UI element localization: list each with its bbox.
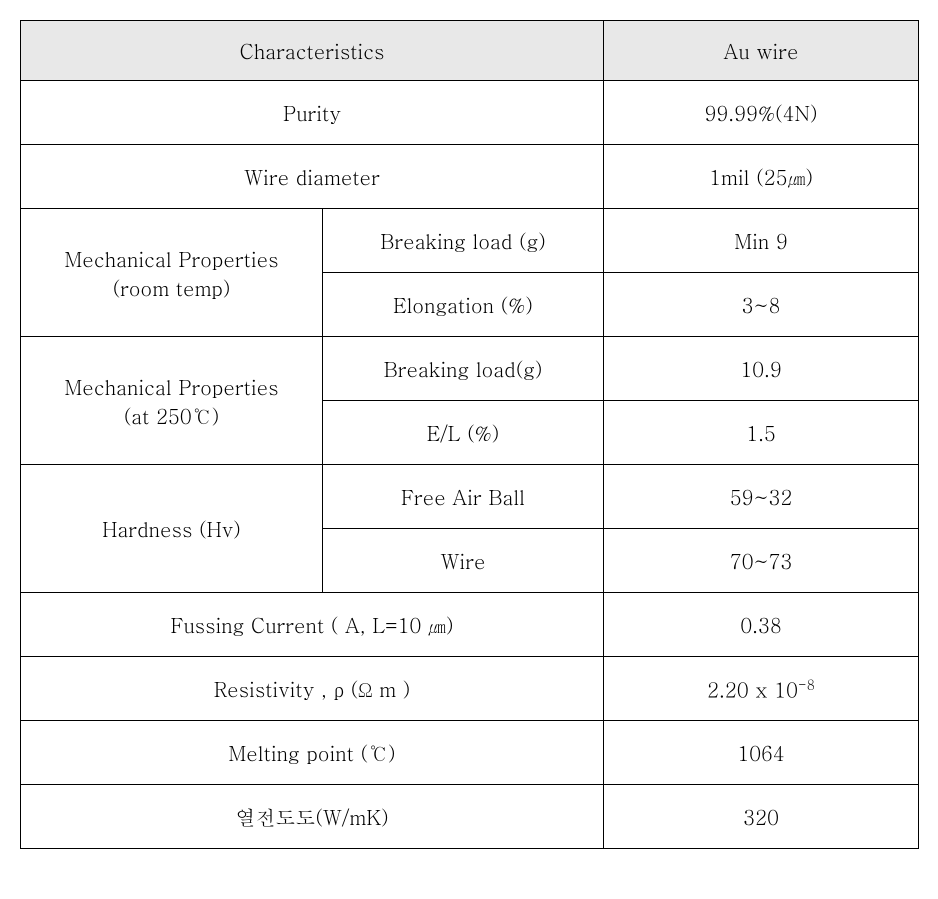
row-mech-250-breaking: Mechanical Properties (at 250℃) Breaking… [21,337,919,401]
cell-hardness-wire-label: Wire [323,529,604,593]
row-mech-room-breaking: Mechanical Properties (room temp) Breaki… [21,209,919,273]
cell-mech-room-breaking-value: Min 9 [604,209,919,273]
cell-mech-250-breaking-label: Breaking load(g) [323,337,604,401]
row-melting: Melting point (℃) 1064 [21,721,919,785]
cell-mech-room-elongation-label: Elongation (%) [323,273,604,337]
cell-purity-value: 99.99%(4N) [604,81,919,145]
header-au-wire: Au wire [604,21,919,81]
cell-mech-room-elongation-value: 3~8 [604,273,919,337]
cell-melting-value: 1064 [604,721,919,785]
cell-wire-diameter-value: 1mil (25㎛) [604,145,919,209]
row-purity: Purity 99.99%(4N) [21,81,919,145]
cell-resistivity-value: 2.20 x 10-8 [604,657,919,721]
cell-fussing-label: Fussing Current ( A, L=10 ㎛) [21,593,604,657]
cell-thermal-label: 열전도도(W/mK) [21,785,604,849]
cell-melting-label: Melting point (℃) [21,721,604,785]
cell-hardness-wire-value: 70~73 [604,529,919,593]
cell-hardness-label: Hardness (Hv) [21,465,323,593]
cell-mech-250-el-value: 1.5 [604,401,919,465]
row-thermal: 열전도도(W/mK) 320 [21,785,919,849]
cell-mech-250-label: Mechanical Properties (at 250℃) [21,337,323,465]
cell-purity-label: Purity [21,81,604,145]
cell-fussing-value: 0.38 [604,593,919,657]
cell-mech-room-label: Mechanical Properties (room temp) [21,209,323,337]
table-header-row: Characteristics Au wire [21,21,919,81]
properties-table: Characteristics Au wire Purity 99.99%(4N… [20,20,919,849]
row-hardness-free-air: Hardness (Hv) Free Air Ball 59~32 [21,465,919,529]
cell-hardness-free-air-label: Free Air Ball [323,465,604,529]
cell-mech-250-el-label: E/L (%) [323,401,604,465]
row-wire-diameter: Wire diameter 1mil (25㎛) [21,145,919,209]
row-resistivity: Resistivity , ρ (Ω m ) 2.20 x 10-8 [21,657,919,721]
cell-wire-diameter-label: Wire diameter [21,145,604,209]
cell-resistivity-label: Resistivity , ρ (Ω m ) [21,657,604,721]
cell-thermal-value: 320 [604,785,919,849]
header-characteristics: Characteristics [21,21,604,81]
cell-hardness-free-air-value: 59~32 [604,465,919,529]
row-fussing: Fussing Current ( A, L=10 ㎛) 0.38 [21,593,919,657]
cell-mech-250-breaking-value: 10.9 [604,337,919,401]
cell-mech-room-breaking-label: Breaking load (g) [323,209,604,273]
